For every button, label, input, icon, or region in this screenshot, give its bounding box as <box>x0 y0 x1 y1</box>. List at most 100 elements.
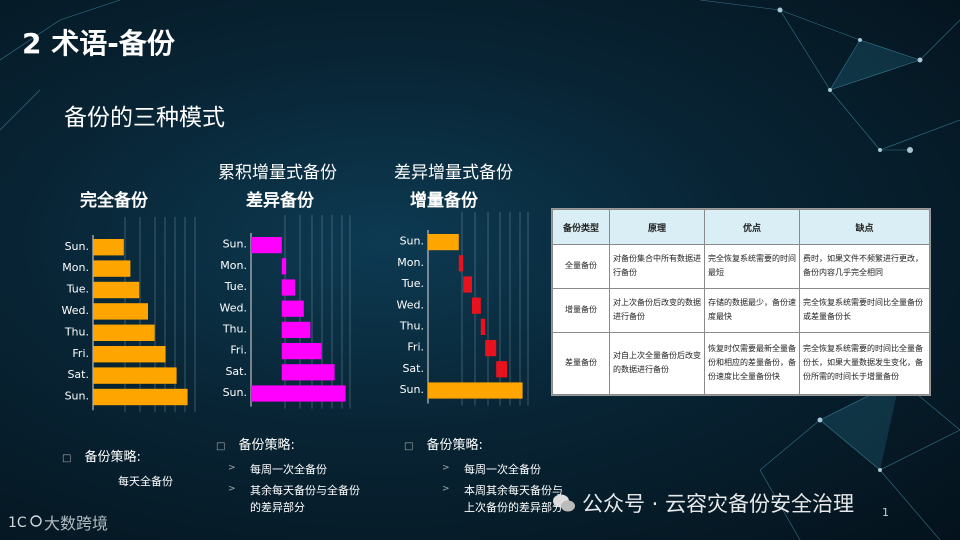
backup-bar <box>93 388 188 406</box>
table-cell: 恢复时仅需要最新全量备份和相应的差量备份，备份速度比全量备份快 <box>704 331 800 396</box>
day-label: Tue. <box>66 283 89 296</box>
day-label: Sun. <box>400 235 424 248</box>
square-bullet-icon: □ <box>62 453 72 464</box>
backup-bar <box>93 367 177 384</box>
day-label: Thu. <box>399 320 424 333</box>
day-label: Fri. <box>230 344 247 357</box>
backup-bar <box>251 237 282 254</box>
strategy-label: 备份策略: <box>84 450 141 465</box>
backup-bar <box>428 382 523 399</box>
day-label: Sat. <box>67 368 89 381</box>
strategy-label: 备份策略: <box>238 438 295 453</box>
day-label: Sat. <box>225 365 247 378</box>
strategy-item: 本周其余每天备份与上次备份的差异部分 <box>464 484 563 514</box>
backup-bar <box>458 255 464 272</box>
arrow-bullet-icon: > <box>442 484 450 494</box>
table-header-row: 备份类型 原理 优点 缺点 <box>552 209 930 245</box>
arrow-bullet-icon: > <box>228 463 236 473</box>
backup-bar <box>93 239 124 256</box>
table-row: 全量备份 对备份集合中所有数据进行备份 完全恢复系统需要的时间最短 费时，如果文… <box>552 244 930 289</box>
table-header: 缺点 <box>799 209 930 245</box>
backup-bar <box>93 281 140 299</box>
backup-bar <box>93 303 148 320</box>
day-label: Sun. <box>65 390 89 403</box>
strategy-1: □ 备份策略: 每天全备份 <box>62 446 198 490</box>
backup-bar <box>93 346 166 363</box>
square-bullet-icon: □ <box>404 441 414 452</box>
backup-bar <box>251 385 346 402</box>
day-label: Thu. <box>222 323 247 336</box>
day-label: Mon. <box>220 259 247 272</box>
day-label: Fri. <box>407 341 424 354</box>
day-label: Mon. <box>397 256 424 269</box>
table-cell: 存储的数据最少，备份速度最快 <box>704 287 800 333</box>
strategy-3: □ 备份策略: > 每周一次全备份 > 本周其余每天备份与上次备份的差异部分 <box>404 434 564 516</box>
strategy-item: 每周一次全备份 <box>250 463 327 476</box>
backup-bar <box>463 276 472 293</box>
backup-bar <box>281 279 295 296</box>
backup-bar <box>93 260 131 277</box>
day-label: Wed. <box>397 298 424 311</box>
comparison-table: 备份类型 原理 优点 缺点 全量备份 对备份集合中所有数据进行备份 完全恢复系统… <box>551 208 931 396</box>
day-label: Wed. <box>220 301 247 314</box>
square-bullet-icon: □ <box>216 441 226 452</box>
logo-mark-icon: 1C <box>8 515 42 531</box>
backup-bar <box>281 364 335 381</box>
table-cell: 对自上次全量备份后改变的数据进行备份 <box>609 331 705 396</box>
watermark-text: 公众号 · 云容灾备份安全治理 <box>582 492 855 516</box>
day-label: Tue. <box>224 280 247 293</box>
table-cell: 对备份集合中所有数据进行备份 <box>609 244 705 289</box>
arrow-bullet-icon: > <box>228 484 236 494</box>
table-cell: 完全恢复系统需要的时间最短 <box>704 244 800 289</box>
day-label: Mon. <box>62 261 89 274</box>
table-cell: 完全恢复系统需要的时间比全量备份长，如果大量数据发生变化，备份所需的时间长于增量… <box>799 331 930 396</box>
page-subtitle: 备份的三种模式 <box>64 105 225 131</box>
table-cell: 对上次备份后改变的数据进行备份 <box>609 287 705 333</box>
backup-bar <box>485 340 497 357</box>
strategy-item: 每天全备份 <box>118 475 173 488</box>
arrow-bullet-icon: > <box>442 463 450 473</box>
backup-bar <box>281 300 304 317</box>
day-label: Sun. <box>223 386 247 399</box>
day-label: Sat. <box>402 362 424 375</box>
table-cell: 费时，如果文件不频繁进行更改，备份内容几乎完全相同 <box>799 244 930 289</box>
day-label: Wed. <box>62 304 89 317</box>
day-label: Sun. <box>223 238 247 251</box>
table-cell: 增量备份 <box>552 287 610 333</box>
day-label: Fri. <box>72 347 89 360</box>
backup-bar <box>281 343 322 360</box>
table-row: 增量备份 对上次备份后改变的数据进行备份 存储的数据最少，备份速度最快 完全恢复… <box>552 287 930 333</box>
panel3-heading: 增量备份 <box>410 191 478 211</box>
table-row: 差量备份 对自上次全量备份后改变的数据进行备份 恢复时仅需要最新全量备份和相应的… <box>552 331 930 396</box>
backup-bar <box>428 234 459 251</box>
table-cell: 全量备份 <box>552 244 610 289</box>
logo: 1C 大数跨境 <box>8 510 108 534</box>
panel2-top-label: 累积增量式备份 <box>218 163 337 183</box>
panel3-top-label: 差异增量式备份 <box>394 163 513 183</box>
day-label: Sun. <box>400 383 424 396</box>
table-header: 优点 <box>704 209 800 245</box>
day-label: Sun. <box>65 240 89 253</box>
table-cell: 完全恢复系统需要时间比全量备份或差量备份长 <box>799 287 930 333</box>
wechat-icon <box>553 494 575 512</box>
day-label: Thu. <box>64 325 89 338</box>
logo-text: 大数跨境 <box>44 514 109 533</box>
day-label: Tue. <box>401 277 424 290</box>
strategy-label: 备份策略: <box>426 438 483 453</box>
page-title: 2 术语-备份 <box>22 27 175 60</box>
panel2-heading: 差异备份 <box>246 191 314 211</box>
svg-text:1C: 1C <box>8 515 27 531</box>
strategy-item: 每周一次全备份 <box>464 463 541 476</box>
page-number: 1 <box>882 506 889 519</box>
table-header: 原理 <box>609 209 705 245</box>
backup-bar <box>472 297 481 314</box>
table-header: 备份类型 <box>552 209 610 245</box>
strategy-2: □ 备份策略: > 每周一次全备份 > 其余每天备份与全备份的差异部分 <box>216 434 360 516</box>
backup-bar <box>496 361 508 378</box>
table-cell: 差量备份 <box>552 331 610 396</box>
backup-bar <box>281 258 287 275</box>
strategy-item: 其余每天备份与全备份的差异部分 <box>250 484 360 514</box>
backup-bar <box>281 321 311 338</box>
backup-bar <box>93 324 155 341</box>
